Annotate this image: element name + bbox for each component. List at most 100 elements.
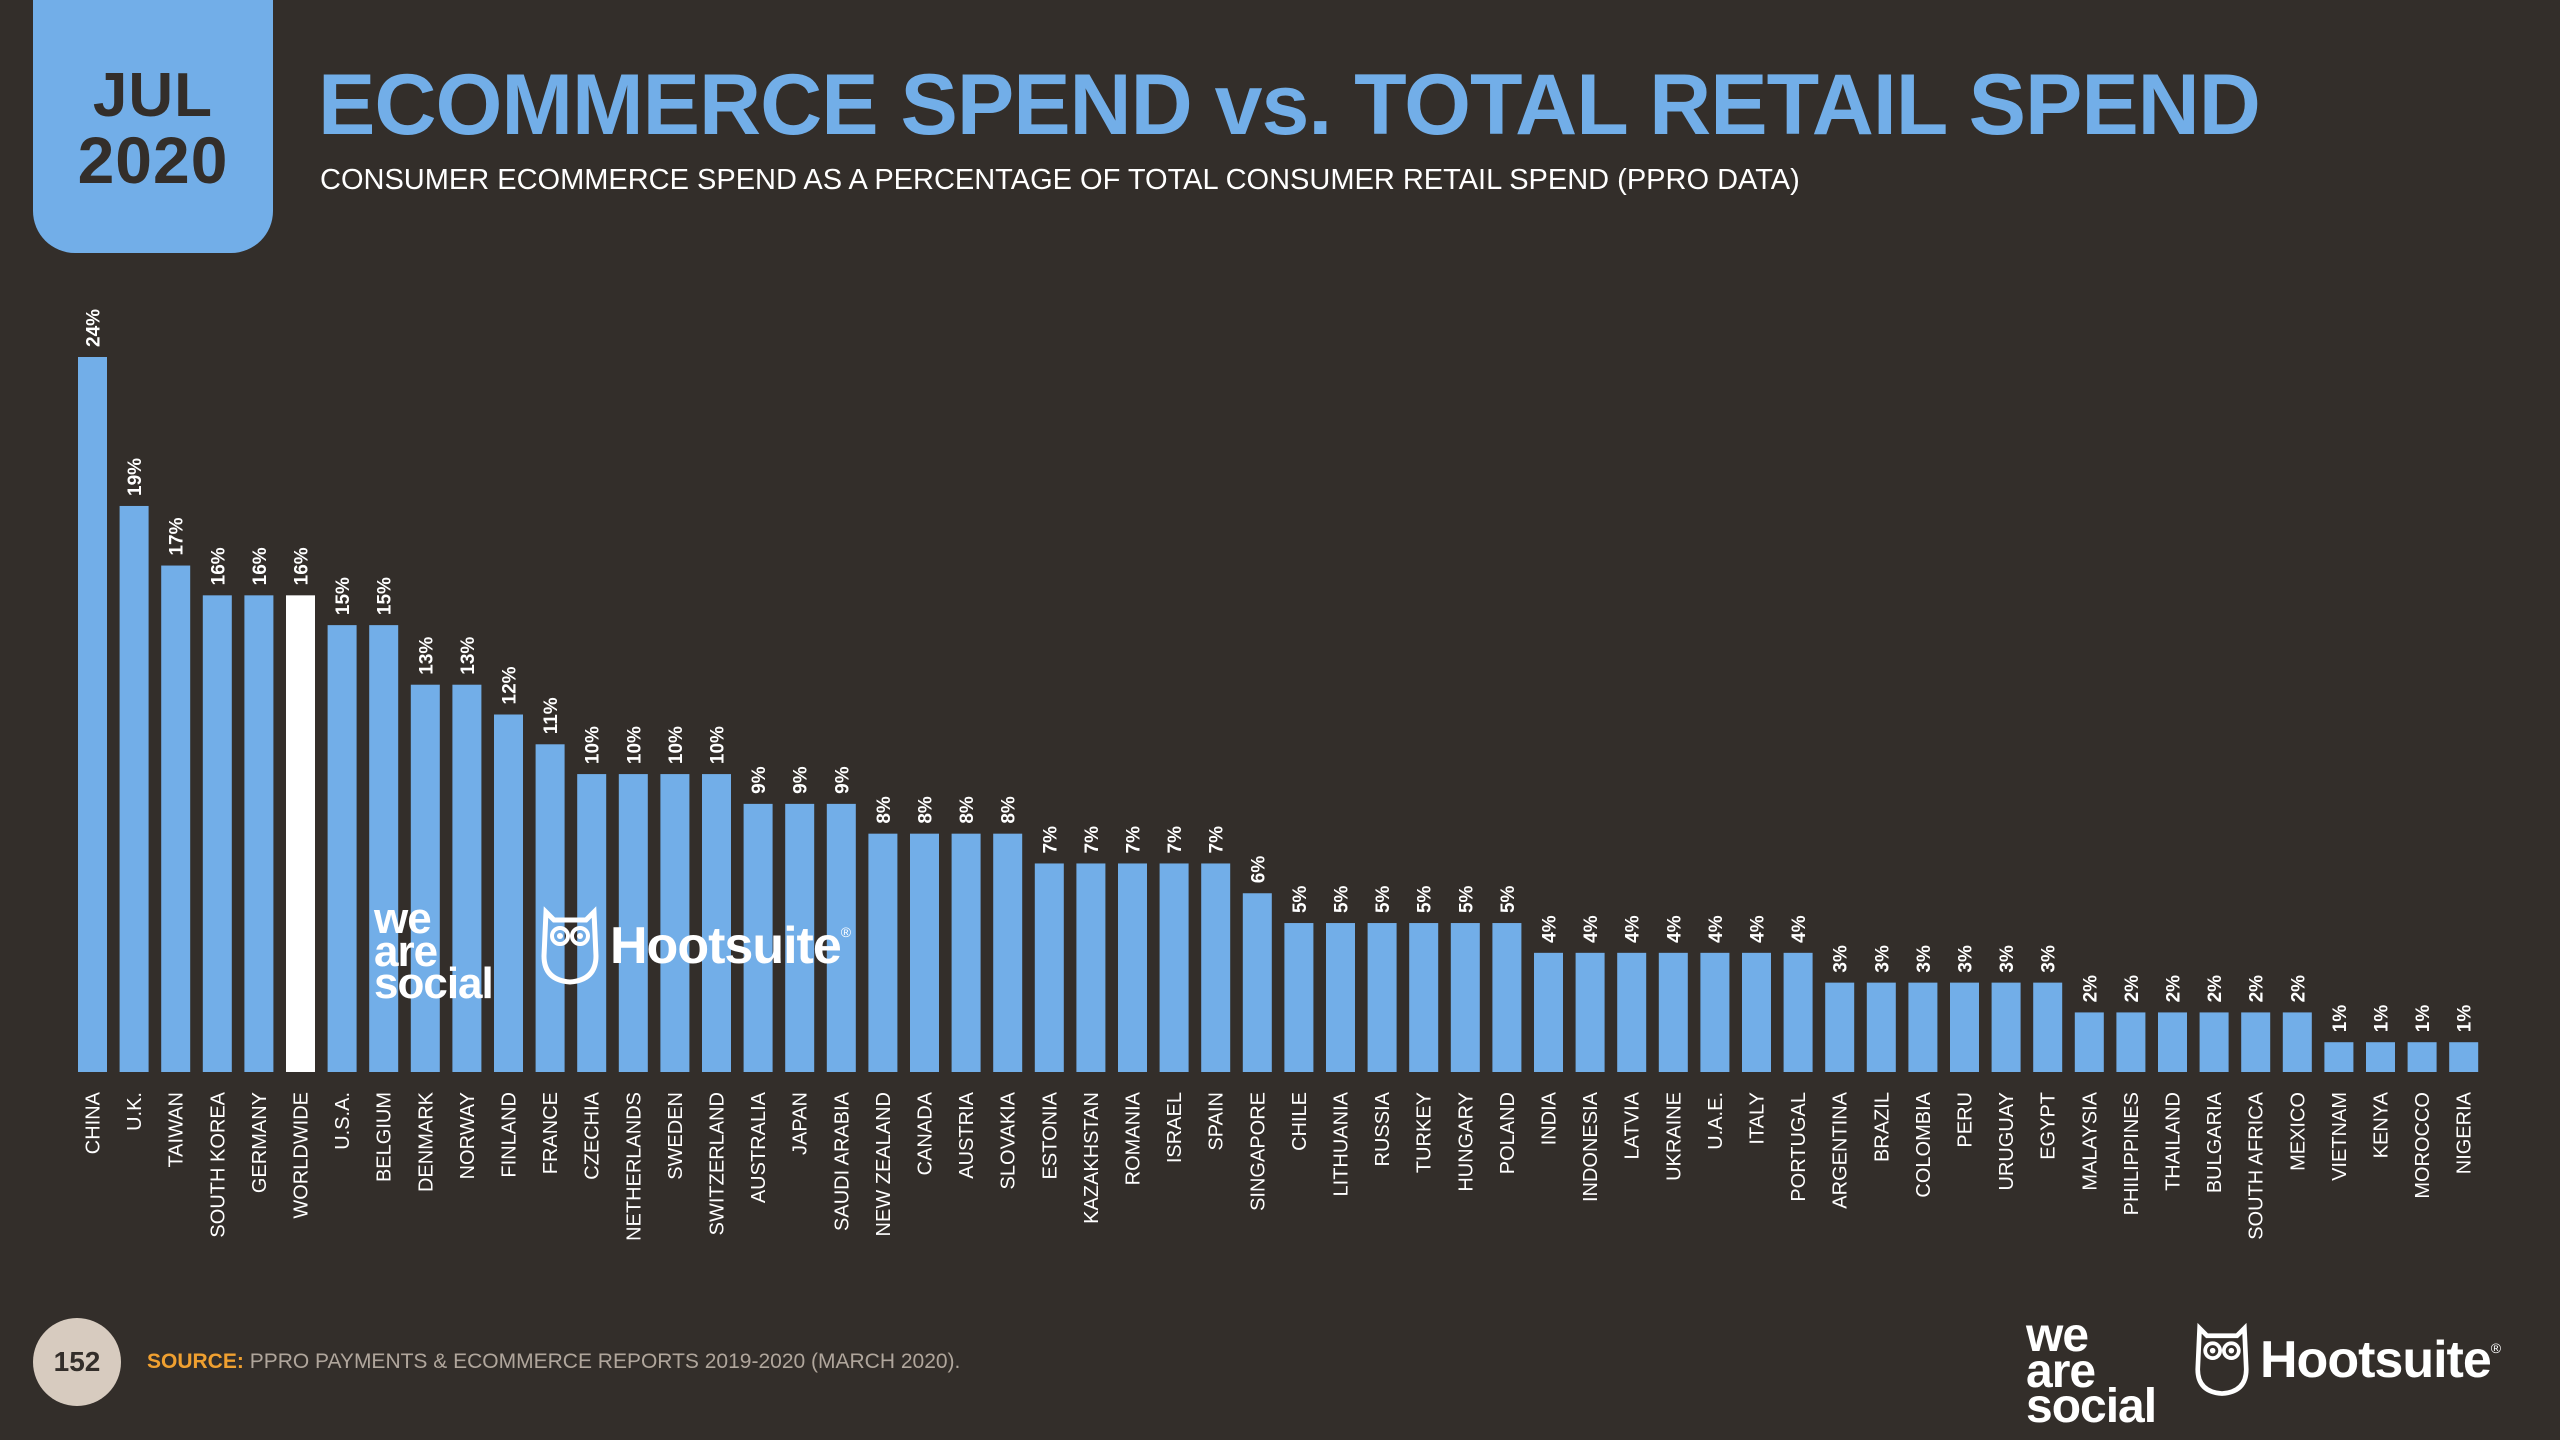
category-label-u-a-e: U.A.E. (1705, 1092, 1727, 1150)
value-label-egypt: 3% (2039, 945, 2060, 973)
date-year: 2020 (77, 123, 229, 198)
category-label-peru: PERU (1955, 1092, 1977, 1148)
bar-kazakhstan (1076, 863, 1106, 1072)
category-label-estonia: ESTONIA (1039, 1091, 1061, 1179)
bar-thailand (2158, 1012, 2187, 1072)
value-label-belgium: 15% (375, 577, 396, 615)
bar-saudi-arabia (826, 803, 856, 1072)
bar-czechia (577, 774, 607, 1072)
bar-ukraine (1658, 952, 1688, 1072)
value-label-argentina: 3% (1831, 945, 1852, 973)
category-label-kenya: KENYA (2371, 1091, 2393, 1158)
category-label-u-s-a: U.S.A. (332, 1092, 354, 1150)
hootsuite-logo: Hootsuite ® (2194, 1322, 2501, 1398)
bar-turkey (1409, 923, 1439, 1072)
bar-france (535, 744, 565, 1072)
category-label-ukraine: UKRAINE (1663, 1092, 1685, 1181)
category-label-new-zealand: NEW ZEALAND (873, 1092, 895, 1236)
category-label-australia: AUSTRALIA (748, 1091, 770, 1203)
bar-kenya (2366, 1042, 2395, 1072)
value-label-italy: 4% (1748, 915, 1769, 943)
category-label-latvia: LATVIA (1622, 1091, 1644, 1159)
source-label: SOURCE: (147, 1350, 244, 1373)
bar-mexico (2282, 1012, 2312, 1072)
category-label-hungary: HUNGARY (1455, 1092, 1477, 1192)
source-note: SOURCE: PPRO PAYMENTS & ECOMMERCE REPORT… (147, 1350, 960, 1374)
page-title: ECOMMERCE SPEND vs. TOTAL RETAIL SPEND (318, 57, 2261, 153)
value-label-sweden: 10% (666, 726, 687, 764)
bar-china (78, 357, 107, 1072)
value-label-canada: 8% (916, 796, 937, 824)
hootsuite-wordmark: Hootsuite (610, 917, 842, 975)
value-label-india: 4% (1540, 915, 1561, 943)
category-label-poland: POLAND (1497, 1092, 1519, 1174)
bar-slovakia (993, 833, 1023, 1072)
bar-taiwan (161, 565, 191, 1072)
category-label-u-k: U.K. (124, 1092, 146, 1131)
bar-spain (1201, 863, 1231, 1072)
bar-singapore (1242, 893, 1272, 1072)
category-label-nigeria: NIGERIA (2454, 1091, 2476, 1174)
bar-israel (1159, 863, 1189, 1072)
bar-argentina (1825, 982, 1855, 1072)
category-label-germany: GERMANY (249, 1092, 271, 1193)
was-line-1: we (2026, 1309, 2089, 1362)
bar-hungary (1450, 923, 1480, 1072)
date-month: JUL (92, 61, 214, 131)
category-label-malaysia: MALAYSIA (2079, 1091, 2101, 1190)
value-label-u-a-e: 4% (1706, 915, 1727, 943)
value-label-malaysia: 2% (2080, 975, 2101, 1003)
category-label-thailand: THAILAND (2163, 1092, 2185, 1191)
value-label-mexico: 2% (2288, 975, 2309, 1003)
bar-u-k (119, 505, 149, 1072)
value-label-germany: 16% (250, 547, 271, 585)
bar-japan (785, 803, 815, 1072)
category-label-bulgaria: BULGARIA (2204, 1091, 2226, 1193)
category-label-worldwide: WORLDWIDE (291, 1092, 313, 1219)
value-label-south-korea: 16% (208, 547, 229, 585)
category-label-denmark: DENMARK (415, 1091, 437, 1192)
value-label-colombia: 3% (1914, 945, 1935, 973)
value-label-australia: 9% (749, 766, 770, 794)
value-label-u-k: 19% (125, 458, 146, 496)
value-label-netherlands: 10% (624, 726, 645, 764)
value-label-south-africa: 2% (2247, 975, 2268, 1003)
category-label-chile: CHILE (1289, 1092, 1311, 1151)
value-label-peru: 3% (1956, 945, 1977, 973)
category-label-brazil: BRAZIL (1871, 1092, 1893, 1162)
category-label-mexico: MEXICO (2287, 1092, 2309, 1171)
category-label-belgium: BELGIUM (374, 1092, 396, 1182)
value-label-nigeria: 1% (2455, 1005, 2476, 1033)
bar-lithuania (1326, 923, 1355, 1072)
value-label-u-s-a: 15% (333, 577, 354, 615)
value-label-saudi-arabia: 9% (832, 766, 853, 794)
registered-mark: ® (2490, 1340, 2502, 1356)
bar-netherlands (618, 774, 648, 1072)
category-label-south-africa: SOUTH AFRICA (2246, 1091, 2268, 1239)
bar-sweden (660, 774, 690, 1072)
value-label-thailand: 2% (2164, 975, 2185, 1003)
category-label-lithuania: LITHUANIA (1331, 1091, 1353, 1196)
bar-u-a-e (1700, 952, 1730, 1072)
value-label-bulgaria: 2% (2205, 975, 2226, 1003)
category-label-austria: AUSTRIA (956, 1091, 978, 1178)
bar-austria (951, 833, 981, 1072)
bar-egypt (2033, 982, 2063, 1072)
owl-icon (541, 906, 599, 985)
value-label-slovakia: 8% (999, 796, 1020, 824)
bar-denmark (410, 684, 440, 1072)
category-label-finland: FINLAND (499, 1092, 521, 1178)
value-label-poland: 5% (1498, 885, 1519, 913)
bar-finland (494, 714, 523, 1072)
bar-colombia (1908, 982, 1938, 1072)
value-label-denmark: 13% (416, 637, 437, 675)
value-label-philippines: 2% (2122, 975, 2143, 1003)
date-badge: JUL 2020 (33, 0, 273, 253)
bar-worldwide (286, 595, 315, 1072)
bar-nigeria (2449, 1042, 2479, 1072)
category-label-france: FRANCE (540, 1092, 562, 1174)
bar-brazil (1866, 982, 1896, 1072)
value-label-kazakhstan: 7% (1082, 826, 1103, 854)
category-label-egypt: EGYPT (2038, 1092, 2060, 1160)
category-label-italy: ITALY (1747, 1092, 1769, 1145)
